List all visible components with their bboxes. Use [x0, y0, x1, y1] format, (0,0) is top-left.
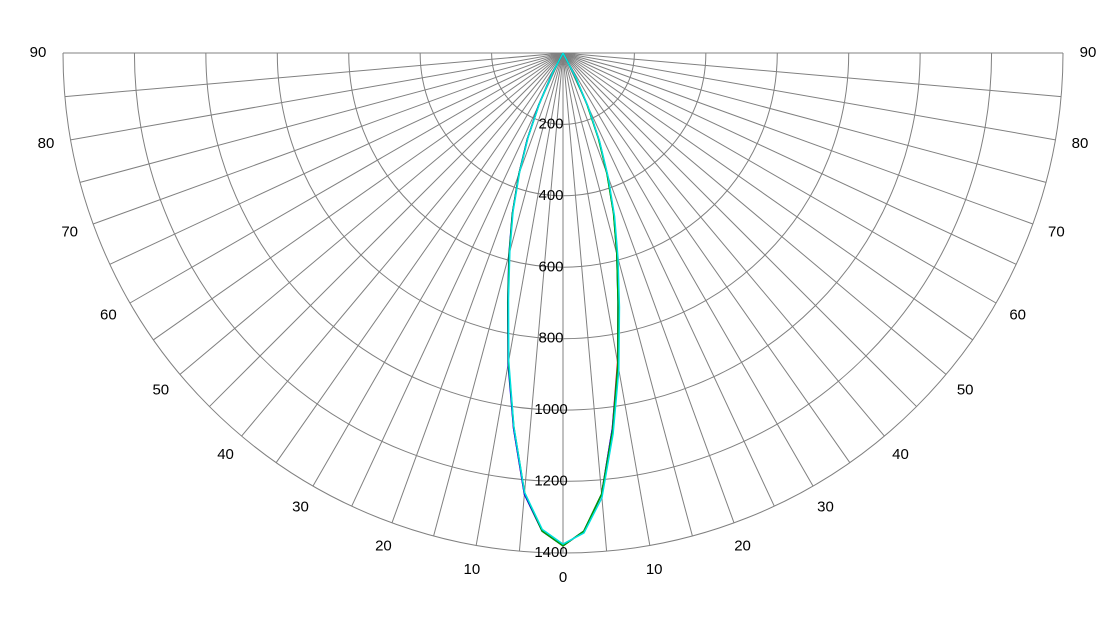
- angle-label: 20: [734, 537, 751, 554]
- spoke: [391, 52, 564, 524]
- spoke: [179, 52, 564, 375]
- angle-label: 40: [892, 446, 909, 463]
- spoke: [70, 52, 564, 141]
- spoke: [109, 52, 564, 265]
- radius-label: 1200: [534, 473, 567, 490]
- spoke: [241, 52, 564, 437]
- angle-label: 30: [292, 499, 309, 516]
- spoke: [562, 52, 885, 437]
- spoke: [562, 52, 851, 463]
- angle-label: 70: [1048, 224, 1065, 241]
- spoke: [275, 52, 564, 463]
- angle-label: 60: [100, 306, 117, 323]
- spoke: [562, 52, 997, 304]
- spoke: [562, 52, 1062, 98]
- ring: [491, 52, 635, 125]
- ring: [62, 52, 1064, 554]
- angle-label: 80: [1072, 135, 1089, 152]
- angle-label: 80: [38, 135, 55, 152]
- angle-label: 60: [1009, 306, 1026, 323]
- angle-label: 30: [817, 499, 834, 516]
- angle-label: 10: [646, 561, 663, 578]
- radius-label: 1000: [534, 401, 567, 418]
- spoke: [562, 52, 735, 524]
- spoke: [129, 52, 564, 304]
- angle-label: 50: [957, 381, 974, 398]
- spoke: [562, 52, 947, 375]
- ring: [133, 52, 993, 482]
- angle-label: 90: [30, 44, 47, 61]
- angle-label: 90: [1080, 44, 1097, 61]
- spoke: [562, 52, 1056, 141]
- spoke: [562, 52, 651, 546]
- angle-label: 0: [559, 569, 567, 586]
- ring: [348, 52, 778, 268]
- spoke: [79, 52, 564, 183]
- angle-label: 20: [375, 537, 392, 554]
- spoke: [562, 52, 973, 341]
- radius-label: 600: [538, 258, 563, 275]
- spoke: [209, 52, 564, 407]
- ring: [276, 52, 850, 340]
- intensity-curve: [507, 52, 621, 545]
- spoke: [312, 52, 564, 487]
- spoke: [562, 52, 775, 507]
- spoke: [433, 52, 564, 537]
- radius-label: 800: [538, 330, 563, 347]
- spoke: [562, 52, 693, 537]
- radius-label: 400: [538, 187, 563, 204]
- ring: [419, 52, 707, 197]
- spoke: [562, 52, 1034, 225]
- spoke: [562, 52, 917, 407]
- angle-label: 70: [61, 224, 78, 241]
- angle-label: 40: [217, 446, 234, 463]
- spoke: [153, 52, 564, 341]
- radius-label: 200: [538, 115, 563, 132]
- spoke: [92, 52, 564, 225]
- spoke: [351, 52, 564, 507]
- spoke: [562, 52, 608, 552]
- angle-label: 50: [152, 381, 169, 398]
- spoke: [518, 52, 564, 552]
- ring: [205, 52, 921, 411]
- spoke: [562, 52, 1017, 265]
- spoke: [64, 52, 564, 98]
- spoke: [562, 52, 814, 487]
- radius-label: 1400: [534, 544, 567, 561]
- spoke: [562, 52, 1047, 183]
- angle-label: 10: [463, 561, 480, 578]
- spoke: [475, 52, 564, 546]
